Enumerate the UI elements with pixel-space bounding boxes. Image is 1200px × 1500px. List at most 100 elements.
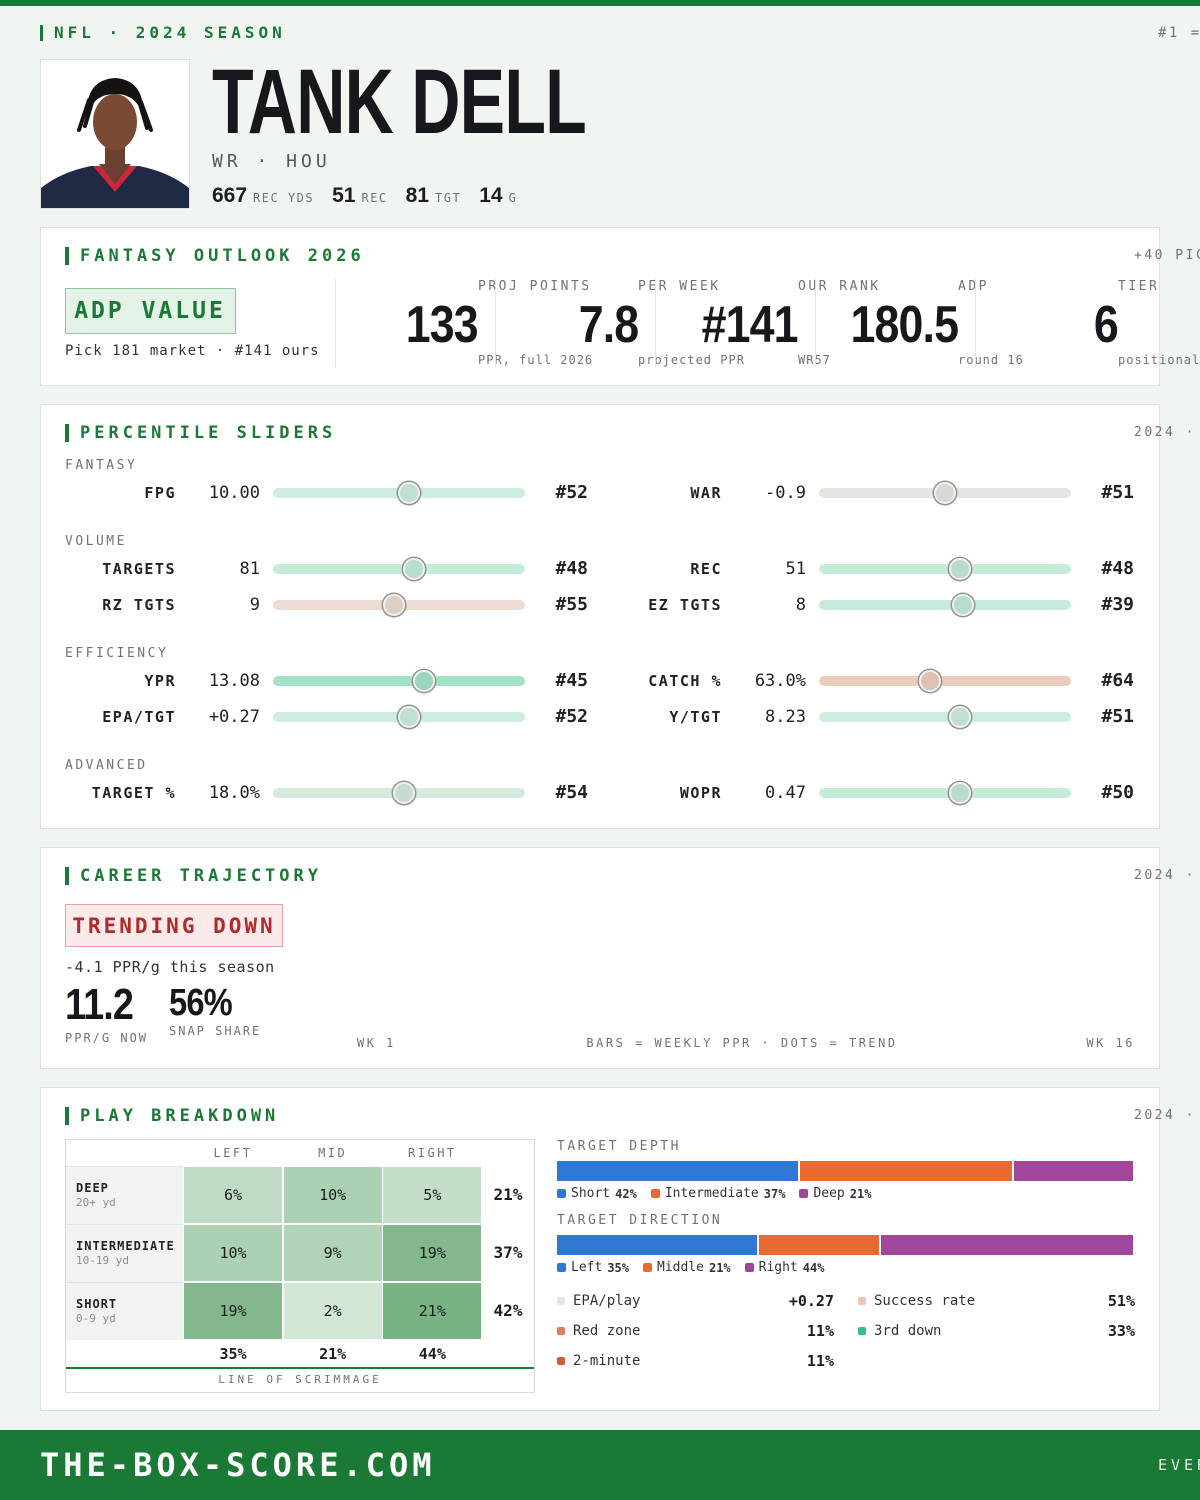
legend-swatch — [799, 1189, 809, 1198]
legend-value: 42% — [615, 1186, 637, 1201]
slider-knob — [918, 670, 941, 692]
slider-track — [819, 788, 1071, 798]
slider-value: 0.47 — [765, 783, 806, 803]
player-position: WR · HOU — [212, 151, 331, 172]
title-accent — [65, 424, 69, 442]
title-accent — [65, 867, 69, 885]
slider-rank: #45 — [555, 670, 588, 691]
slider-value: 10.00 — [208, 483, 260, 503]
title-accent — [65, 247, 69, 265]
legend-name: Deep — [813, 1186, 845, 1201]
legend-value: 21% — [849, 1186, 872, 1201]
segment — [799, 1161, 1012, 1181]
stat-row: 667 REC YDS 51 REC 81 TGT 14 G — [212, 184, 517, 208]
grid-row-head — [66, 1224, 183, 1282]
metric-divider — [975, 279, 976, 367]
group-label: EFFICIENCY — [65, 646, 169, 661]
stat-value: 14 — [479, 184, 503, 207]
stat-bullet — [557, 1327, 565, 1335]
grid-column-total: 44% — [418, 1345, 446, 1363]
player-name: TANK DELL — [212, 51, 587, 153]
legend-value: 35% — [607, 1260, 629, 1275]
legend-item: Deep 21% — [799, 1186, 871, 1201]
legend-name: Middle — [657, 1260, 704, 1275]
grid-row-head — [66, 1166, 183, 1224]
slider-value: 8.23 — [765, 707, 806, 727]
grid-row-name: SHORT — [76, 1297, 118, 1311]
stat-value: +0.27 — [788, 1292, 834, 1310]
legend-value: 44% — [802, 1260, 825, 1275]
group-label: FANTASY — [65, 458, 138, 473]
grid-cell — [282, 1166, 383, 1224]
stat-name: EPA/play — [573, 1293, 641, 1309]
league: NFL · 2024 SEASON — [54, 23, 286, 42]
grid-row-sub: 20+ yd — [76, 1196, 116, 1209]
slider-value: 8 — [795, 595, 806, 615]
stat-bullet — [858, 1327, 866, 1335]
slider-value: 18.0% — [208, 783, 260, 803]
stat-value: 51 — [332, 184, 356, 207]
slider-rank: #48 — [555, 558, 588, 579]
grid-cell-value: 10% — [219, 1244, 247, 1262]
metric-label: PROJ POINTS — [478, 279, 592, 294]
card — [40, 404, 1160, 829]
grid-cell — [282, 1282, 383, 1340]
slider-value: 63.0% — [754, 671, 806, 691]
player-photo — [41, 78, 189, 208]
section-note: 2024 · 14 G · PPR/GAME, 4-GAME HALFLIFE — [1134, 868, 1200, 883]
grid-column-label: LEFT — [213, 1146, 253, 1160]
slider-rank: #64 — [1101, 670, 1134, 691]
legend: Left 35% Middle 21% Right 44% — [557, 1260, 824, 1275]
metric-divider — [655, 279, 656, 367]
section-note: 2024 · 81 TARGETS · RANKED VS WRS — [1134, 1108, 1200, 1123]
metric-sub: PPR, full 2026 — [478, 353, 594, 367]
grid-column-total: 35% — [219, 1345, 247, 1363]
metric-sub: positional — [1118, 353, 1200, 367]
grid-cell-value: 6% — [223, 1186, 243, 1204]
metric-sub: projected PPR — [638, 353, 745, 367]
legend-item: Left 35% — [557, 1260, 629, 1275]
segment — [557, 1235, 758, 1255]
scrimmage-line — [66, 1367, 534, 1369]
legend-name: Left — [571, 1260, 603, 1275]
slider-name: YPR — [144, 672, 176, 690]
outlook-summary: Pick 181 market · #141 ours — [65, 343, 320, 359]
slider-knob — [949, 782, 972, 804]
grid-cell-value: 19% — [418, 1244, 446, 1262]
footer-tagline: EVERY PLAYER · EVERY RANK · FREE — [1158, 1456, 1200, 1474]
grid-cell — [382, 1166, 483, 1224]
grid-column-label: RIGHT — [408, 1146, 457, 1160]
slider-rank: #51 — [1101, 706, 1134, 727]
legend-swatch — [557, 1263, 566, 1272]
stat-bullet — [557, 1357, 565, 1365]
slider-name: EPA/TGT — [102, 708, 176, 726]
grid-row-sub: 0-9 yd — [76, 1312, 116, 1325]
slider-rank: #50 — [1101, 782, 1134, 803]
grid-column-label: MID — [318, 1146, 348, 1160]
metric-label: TIER — [1118, 279, 1160, 294]
grid-cell — [282, 1224, 383, 1282]
stat-label: REC — [361, 191, 388, 205]
stat-name: Red zone — [573, 1323, 641, 1339]
grid-column-total: 21% — [319, 1345, 347, 1363]
metric-divider — [495, 279, 496, 367]
career-summary: -4.1 PPR/g this season — [65, 958, 275, 976]
legend-value: 21% — [708, 1260, 731, 1275]
slider-rank: #55 — [555, 594, 588, 615]
grid-cell-value: 10% — [319, 1186, 347, 1204]
stat-name: 2-minute — [573, 1353, 641, 1369]
grid-cell — [183, 1224, 283, 1282]
grid-row-name: DEEP — [76, 1181, 109, 1195]
grid-cell-value: 21% — [418, 1302, 446, 1320]
metric-value: 7.8 — [578, 296, 638, 354]
legend-name: Right — [758, 1260, 798, 1275]
metric-sub: round 16 — [958, 353, 1024, 367]
grid-cell — [382, 1224, 483, 1282]
career-stat-value: 11.2 — [65, 980, 134, 1029]
grid-cell-value: 2% — [323, 1302, 342, 1320]
stat-value: 11% — [806, 1352, 834, 1370]
metric-value: #141 — [701, 296, 799, 354]
slider-knob — [403, 558, 426, 580]
slider-knob — [393, 782, 416, 804]
legend-item: Short 42% — [557, 1186, 637, 1201]
